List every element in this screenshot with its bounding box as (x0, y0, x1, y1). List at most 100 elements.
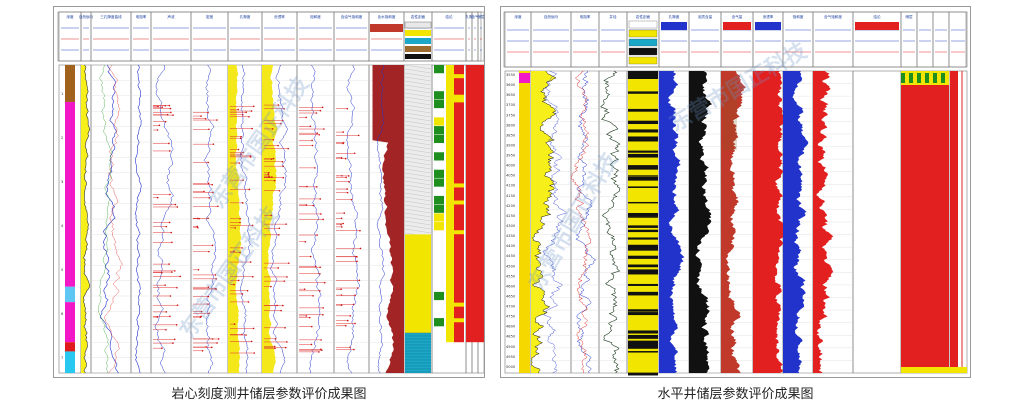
density-curve (103, 64, 123, 374)
depth-tick-label: 4400 (506, 244, 516, 248)
core-point-dot (354, 294, 356, 297)
track-header-label: 储层 (905, 14, 913, 19)
track-header-label: 渗透率 (763, 14, 774, 19)
core-point-dot (233, 283, 235, 286)
core-point-dot (242, 179, 244, 181)
conclusion-block (434, 195, 444, 205)
reservoir-yellow-spot (454, 74, 464, 79)
core-point-dot (273, 345, 276, 348)
header-cell (477, 11, 484, 62)
core-point-dot (245, 334, 247, 336)
core-point-dot (344, 157, 347, 160)
left-caption: 岩心刻度测井储层参数评价成果图 (171, 387, 367, 402)
litho-shale-streak (628, 269, 658, 274)
header-swatch (370, 24, 403, 32)
core-point-dot (239, 137, 242, 139)
core-point-dot (305, 116, 307, 119)
watermark-text: 东营市国正科技 (205, 71, 315, 213)
track-header-label: 孔隙 (465, 14, 473, 19)
litho-shale-streak (628, 372, 658, 376)
gas-red (466, 65, 484, 343)
core-point-dot (305, 315, 308, 317)
depth-tick-label: 3 (61, 180, 63, 184)
litho-hatch (404, 100, 432, 106)
core-point-dot (165, 225, 168, 228)
core-point-dot (280, 309, 282, 312)
core-point-dot (345, 176, 347, 179)
core-point-dot (271, 176, 273, 178)
header-swatch (405, 30, 431, 36)
core-point-dot (284, 327, 286, 329)
core-point-dot (250, 110, 253, 112)
core-point-dot (253, 352, 256, 354)
conclusion-block (434, 160, 444, 170)
core-point-dot (353, 348, 355, 351)
core-point-dot (274, 338, 277, 340)
core-point-dot (169, 295, 172, 297)
depth-tick-label: 3550 (506, 73, 516, 77)
core-point-dot (346, 319, 349, 322)
core-point-dot (201, 350, 204, 352)
core-point-dot (268, 175, 270, 177)
conclusion-block (434, 291, 444, 301)
litho-shale-streak (628, 216, 658, 218)
core-point-dot (240, 135, 242, 138)
core-point-dot (168, 221, 171, 224)
core-point-dot (340, 217, 343, 220)
litho-hatch (404, 144, 432, 150)
param-fill (689, 71, 713, 373)
core-point-dot (156, 316, 159, 318)
header-swatch (723, 22, 751, 30)
core-point-dot (208, 197, 210, 199)
core-point-dot (204, 117, 207, 120)
core-point-dot (240, 153, 243, 155)
litho-shale-streak (628, 175, 658, 177)
core-point-dot (215, 288, 217, 290)
litho-hatch (404, 120, 432, 126)
param-fill (262, 65, 278, 373)
core-point-dot (346, 107, 349, 110)
core-point-dot (349, 315, 352, 317)
right-caption: 水平井储层参数评价成果图 (657, 387, 814, 402)
core-point-dot (156, 129, 159, 131)
core-point-dot (349, 346, 351, 349)
core-point-dot (200, 310, 203, 313)
cal-curve (600, 70, 621, 374)
depth-tick-label: 3900 (506, 143, 516, 147)
depth-tick-label: 3800 (506, 123, 516, 127)
core-point-dot (241, 202, 244, 204)
litho-shale-streak (628, 213, 658, 217)
depth-tick-label: 4800 (506, 325, 516, 329)
litho-hatch (404, 152, 432, 158)
core-point-dot (354, 322, 356, 325)
gr-curve (82, 64, 91, 374)
core-point-dot (172, 342, 174, 344)
core-point-dot (359, 247, 362, 250)
depth-tick-label: 3650 (506, 93, 516, 97)
stratum-block (65, 302, 75, 343)
conclusion-block (434, 265, 444, 274)
litho-shale-streak (628, 201, 658, 204)
core-point-dot (278, 189, 281, 192)
header-frame (57, 11, 482, 62)
litho-hatch (404, 156, 432, 162)
core-point-dot (281, 119, 284, 122)
litho-shale-streak (628, 165, 658, 168)
core-point-dot (168, 104, 171, 107)
core-point-dot (216, 342, 218, 344)
core-point-dot (282, 176, 285, 179)
header-swatch (661, 22, 687, 30)
depth-tick-label: 4100 (506, 184, 516, 188)
core-point-dot (248, 188, 251, 191)
depth-tick-label: 4150 (506, 194, 516, 198)
litho-hatch (404, 84, 432, 90)
conclusion-green (933, 73, 937, 83)
core-point-dot (169, 315, 171, 318)
sw-fill (372, 65, 404, 373)
core-point-dot (319, 272, 321, 275)
core-point-dot (168, 142, 170, 145)
depth-tick-label: 3750 (506, 113, 516, 117)
core-point-dot (322, 307, 325, 309)
depth-tick-label: 4950 (506, 355, 516, 359)
core-point-dot (340, 304, 343, 306)
